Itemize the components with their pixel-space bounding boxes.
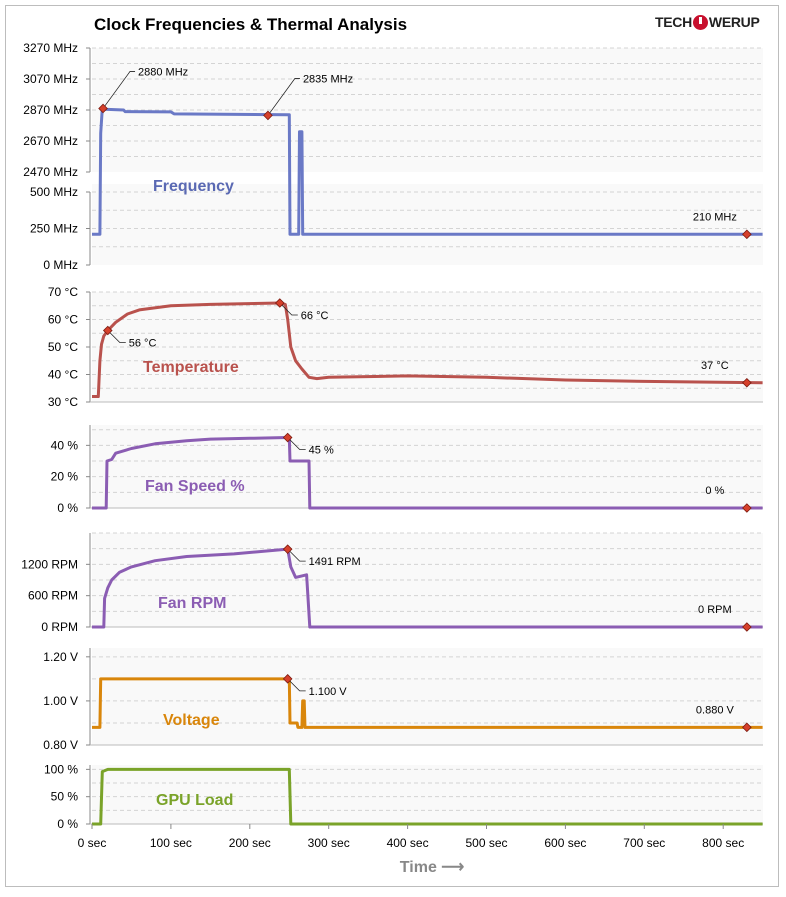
plot-background bbox=[92, 48, 763, 172]
x-tick-label: 800 sec bbox=[702, 836, 744, 850]
annotation-marker bbox=[742, 503, 752, 513]
annotation-marker bbox=[102, 325, 113, 336]
y-tick-label: 50 °C bbox=[48, 340, 78, 354]
plot-background bbox=[92, 184, 763, 265]
annotation-marker bbox=[282, 544, 293, 554]
y-tick-label: 500 MHz bbox=[30, 185, 78, 199]
y-tick-label: 40 % bbox=[51, 438, 79, 452]
y-tick-label: 50 % bbox=[51, 790, 79, 804]
y-tick-label: 3070 MHz bbox=[23, 72, 78, 86]
panel-frequency: 3270 MHz 3070 MHz 2870 MHz 2670 MHz 2470 MHz… bbox=[23, 41, 763, 272]
annotation-marker bbox=[742, 622, 752, 632]
panel-temperature: 70 °C 60 °C 50 °C 40 °C 30 °C Temperature 56 °… bbox=[48, 285, 763, 409]
series-line bbox=[92, 436, 763, 510]
series-label: Voltage bbox=[163, 712, 220, 729]
x-tick-label: 500 sec bbox=[465, 836, 507, 850]
x-tick-label: 0 sec bbox=[78, 836, 107, 850]
annotation-label: 2835 MHz bbox=[303, 73, 353, 85]
series-label: GPU Load bbox=[156, 792, 233, 809]
annotation-marker bbox=[742, 377, 752, 388]
series-line bbox=[92, 547, 763, 629]
x-tick-label: 400 sec bbox=[387, 836, 429, 850]
annotation-label: 56 °C bbox=[129, 338, 157, 350]
annotation-leader bbox=[287, 548, 306, 562]
annotation-label: 45 % bbox=[309, 445, 334, 457]
annotation-marker bbox=[263, 110, 273, 121]
logo-text-left: TECH bbox=[655, 14, 692, 30]
panel-fan-rpm: 1200 RPM 600 RPM 0 RPM Fan RPM 1491 RPM 0 RPM bbox=[21, 532, 763, 634]
annotation-label: 1491 RPM bbox=[309, 556, 361, 568]
plot-background bbox=[92, 292, 763, 402]
y-tick-label: 0.80 V bbox=[43, 738, 78, 752]
logo-text-right: WERUP bbox=[708, 14, 760, 30]
y-tick-label: 30 °C bbox=[48, 395, 78, 409]
y-tick-label: 0 MHz bbox=[43, 258, 78, 272]
y-tick-label: 0 % bbox=[57, 501, 78, 515]
annotation-leader bbox=[287, 437, 306, 450]
x-axis: 0 sec 100 sec 200 sec 300 sec 400 sec 500 sec… bbox=[78, 824, 744, 876]
plot-background bbox=[92, 765, 763, 824]
annotation-leader bbox=[107, 330, 126, 343]
series-label: Frequency bbox=[153, 178, 234, 195]
y-tick-label: 1200 RPM bbox=[21, 557, 78, 571]
panel-fan-speed-: 40 % 20 % 0 % Fan Speed % 45 % 0 % bbox=[51, 425, 763, 515]
annotation-marker bbox=[742, 229, 752, 240]
x-tick-label: 200 sec bbox=[229, 836, 271, 850]
plot-background bbox=[92, 425, 763, 508]
techpowerup-logo: TECH WERUP bbox=[655, 14, 760, 30]
annotation-marker bbox=[742, 722, 752, 733]
annotation-marker bbox=[282, 432, 293, 443]
series-label: Fan RPM bbox=[158, 595, 226, 612]
annotation-label: 0.880 V bbox=[696, 704, 735, 716]
series-line bbox=[92, 767, 763, 826]
y-tick-label: 100 % bbox=[44, 762, 78, 776]
y-tick-label: 3270 MHz bbox=[23, 41, 78, 55]
y-tick-label: 70 °C bbox=[48, 285, 78, 299]
annotation-label: 66 °C bbox=[301, 310, 329, 322]
annotation-label: 210 MHz bbox=[693, 211, 737, 223]
annotation-label: 1.100 V bbox=[309, 686, 348, 698]
y-tick-label: 2670 MHz bbox=[23, 134, 78, 148]
y-tick-label: 1.00 V bbox=[43, 694, 78, 708]
series-label: Fan Speed % bbox=[145, 478, 245, 495]
series-line bbox=[92, 107, 763, 236]
y-tick-label: 250 MHz bbox=[30, 222, 78, 236]
annotation-leader bbox=[287, 678, 306, 692]
y-tick-label: 2470 MHz bbox=[23, 165, 78, 179]
annotation-marker bbox=[274, 298, 285, 308]
annotation-leader bbox=[279, 302, 298, 316]
y-tick-label: 60 °C bbox=[48, 313, 78, 327]
power-icon bbox=[692, 14, 708, 30]
x-tick-label: 100 sec bbox=[150, 836, 192, 850]
annotation-leader bbox=[102, 71, 136, 109]
panel-voltage: 1.20 V 1.00 V 0.80 V Voltage 1.100 V 0.880 V bbox=[43, 648, 763, 752]
annotation-label: 0 % bbox=[705, 485, 724, 497]
annotation-label: 37 °C bbox=[701, 360, 729, 372]
annotation-label: 2880 MHz bbox=[138, 66, 188, 78]
y-tick-label: 40 °C bbox=[48, 368, 78, 382]
x-tick-label: 300 sec bbox=[308, 836, 350, 850]
y-tick-label: 2870 MHz bbox=[23, 103, 78, 117]
y-tick-label: 600 RPM bbox=[28, 589, 78, 603]
x-tick-label: 700 sec bbox=[623, 836, 665, 850]
series-line bbox=[92, 301, 763, 398]
annotation-leader bbox=[267, 78, 300, 116]
series-label: Temperature bbox=[143, 359, 239, 376]
annotation-marker bbox=[98, 103, 108, 114]
y-tick-label: 1.20 V bbox=[43, 650, 78, 664]
x-tick-label: 600 sec bbox=[544, 836, 586, 850]
x-axis-title: Time ⟶ bbox=[400, 859, 465, 876]
y-tick-label: 0 % bbox=[57, 817, 78, 831]
plot-background bbox=[92, 533, 763, 627]
annotation-label: 0 RPM bbox=[698, 604, 732, 616]
y-tick-label: 20 % bbox=[51, 470, 79, 484]
y-tick-label: 0 RPM bbox=[41, 620, 78, 634]
annotation-marker bbox=[282, 674, 293, 684]
chart-title: Clock Frequencies & Thermal Analysis bbox=[94, 15, 408, 34]
plot-background bbox=[92, 648, 763, 745]
series-line bbox=[92, 677, 763, 729]
panel-gpu-load: 100 % 50 % 0 % GPU Load bbox=[44, 762, 763, 831]
